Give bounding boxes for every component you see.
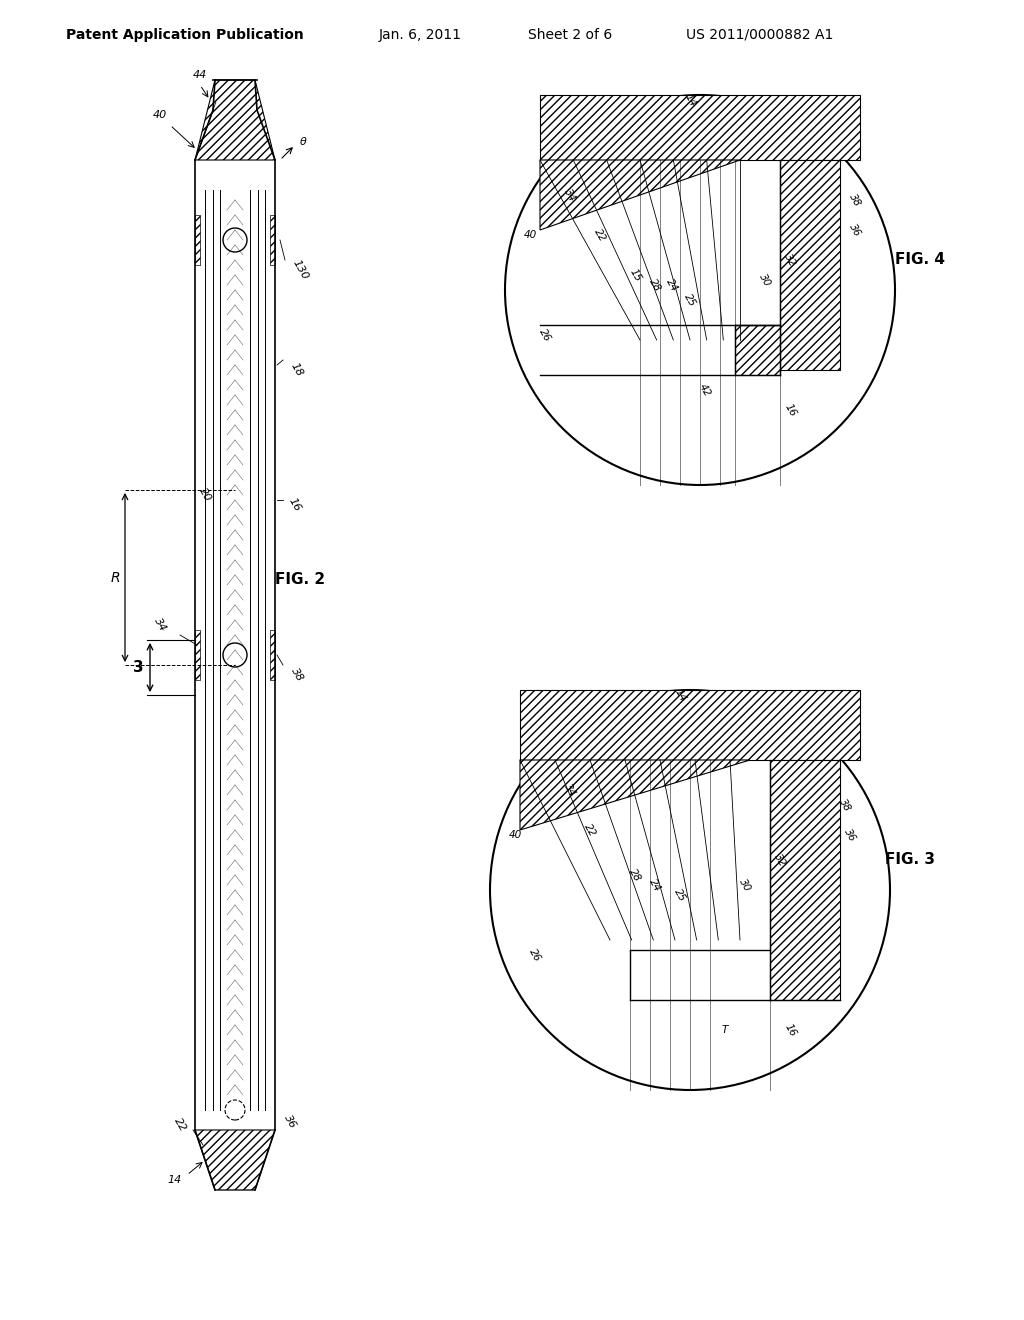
Polygon shape — [735, 325, 780, 375]
Text: 34: 34 — [562, 781, 578, 799]
Text: Jan. 6, 2011: Jan. 6, 2011 — [379, 28, 462, 42]
Text: 15: 15 — [628, 267, 643, 284]
Text: FIG. 4: FIG. 4 — [895, 252, 945, 268]
Text: 14: 14 — [673, 686, 688, 704]
Text: 36: 36 — [847, 222, 862, 238]
Text: 130: 130 — [291, 259, 309, 281]
Text: 38: 38 — [838, 797, 853, 813]
Text: 40: 40 — [153, 110, 167, 120]
Text: θ: θ — [300, 137, 306, 147]
Text: 14: 14 — [682, 92, 697, 108]
Text: 3: 3 — [133, 660, 143, 676]
Text: 38: 38 — [289, 667, 305, 684]
Text: 16: 16 — [287, 496, 303, 513]
Text: 30: 30 — [758, 272, 773, 288]
Text: 25: 25 — [682, 292, 697, 309]
Text: R: R — [111, 572, 120, 585]
Text: 40: 40 — [508, 830, 521, 840]
Polygon shape — [770, 760, 840, 1001]
Text: Patent Application Publication: Patent Application Publication — [67, 28, 304, 42]
Polygon shape — [520, 760, 750, 830]
Text: 26: 26 — [538, 327, 553, 343]
Text: 40: 40 — [523, 230, 537, 240]
Polygon shape — [540, 160, 740, 230]
Text: T: T — [722, 1026, 728, 1035]
Text: 32: 32 — [782, 252, 798, 268]
Polygon shape — [540, 95, 860, 160]
Text: Sheet 2 of 6: Sheet 2 of 6 — [528, 28, 612, 42]
Text: 30: 30 — [737, 876, 753, 894]
Text: 34: 34 — [562, 186, 578, 203]
Text: 28: 28 — [647, 277, 663, 293]
Text: 25: 25 — [673, 887, 688, 903]
Text: 16: 16 — [782, 1022, 798, 1039]
Text: FIG. 3: FIG. 3 — [885, 853, 935, 867]
Text: 38: 38 — [847, 191, 862, 209]
Text: 18: 18 — [289, 362, 305, 379]
Text: 22: 22 — [592, 227, 607, 243]
Text: 36: 36 — [282, 1113, 298, 1131]
Text: 16: 16 — [782, 401, 798, 418]
Polygon shape — [780, 160, 840, 370]
Text: 22: 22 — [583, 822, 598, 838]
Text: US 2011/0000882 A1: US 2011/0000882 A1 — [686, 28, 834, 42]
Text: 20: 20 — [197, 486, 213, 504]
Text: 42: 42 — [697, 381, 713, 399]
Text: 28: 28 — [628, 867, 643, 883]
Text: 26: 26 — [527, 946, 543, 964]
Text: 24: 24 — [665, 277, 680, 293]
Text: 24: 24 — [647, 876, 663, 894]
Text: 14: 14 — [168, 1175, 182, 1185]
Polygon shape — [520, 690, 860, 760]
Text: 34: 34 — [153, 616, 168, 634]
Text: FIG. 2: FIG. 2 — [275, 573, 326, 587]
Text: 36: 36 — [843, 826, 858, 843]
Text: 22: 22 — [172, 1117, 187, 1134]
Text: 32: 32 — [772, 851, 787, 869]
Text: 44: 44 — [193, 70, 207, 81]
